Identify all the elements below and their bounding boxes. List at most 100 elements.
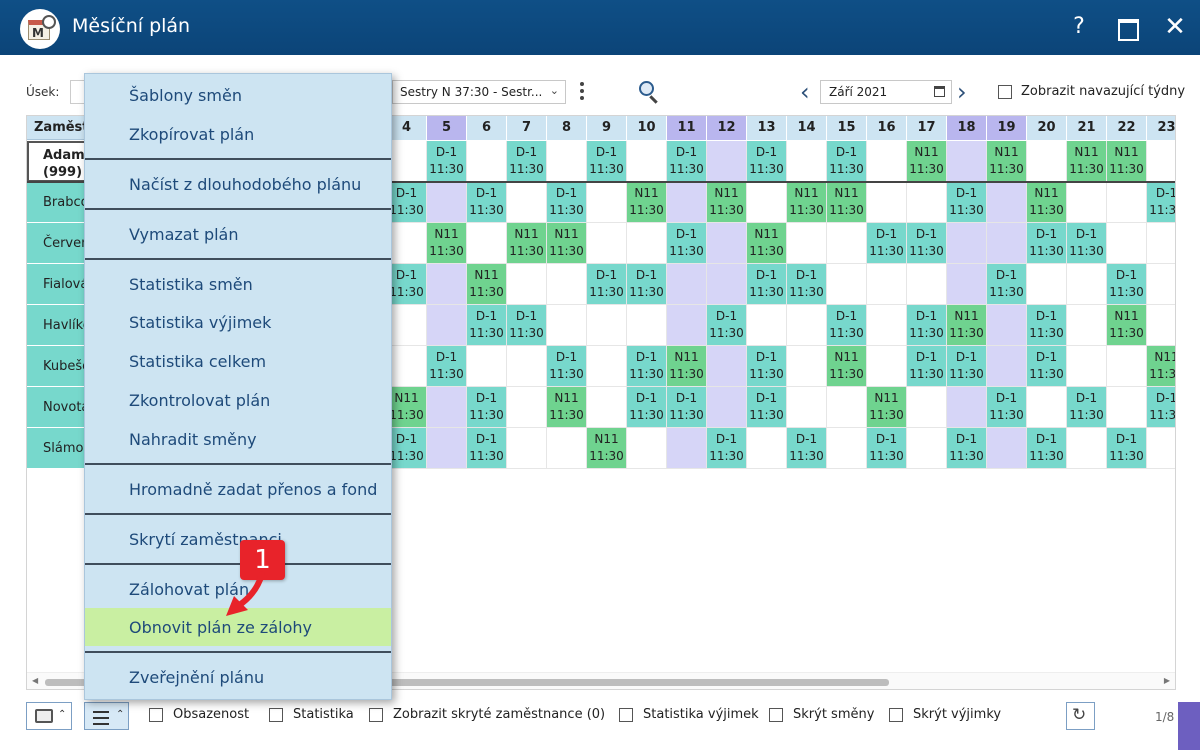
shift-cell[interactable] bbox=[427, 387, 467, 428]
day-header[interactable]: 16 bbox=[867, 116, 907, 140]
menu-item[interactable]: Obnovit plán ze zálohy bbox=[85, 608, 391, 646]
shift-cell[interactable]: N11 11:30 bbox=[987, 141, 1027, 182]
shift-cell[interactable] bbox=[547, 141, 587, 182]
shift-cell[interactable] bbox=[707, 223, 747, 264]
shift-cell[interactable] bbox=[907, 182, 947, 223]
shift-cell[interactable]: D-1 11:30 bbox=[987, 387, 1027, 428]
day-header[interactable]: 15 bbox=[827, 116, 867, 140]
shift-cell[interactable] bbox=[627, 305, 667, 346]
scrollbar-thumb[interactable] bbox=[45, 679, 889, 686]
shift-cell[interactable]: D-1 11:30 bbox=[1147, 387, 1175, 428]
day-header[interactable]: 20 bbox=[1027, 116, 1067, 140]
shift-cell[interactable] bbox=[667, 305, 707, 346]
shift-cell[interactable] bbox=[787, 223, 827, 264]
shift-cell[interactable] bbox=[1107, 182, 1147, 223]
shift-cell[interactable] bbox=[507, 264, 547, 305]
menu-item[interactable]: Zkopírovat plán bbox=[129, 125, 255, 144]
chevron-left-icon[interactable]: ‹ bbox=[800, 78, 810, 106]
shift-cell[interactable]: D-1 11:30 bbox=[947, 346, 987, 387]
day-header[interactable]: 6 bbox=[467, 116, 507, 140]
shift-cell[interactable] bbox=[507, 182, 547, 223]
side-tab[interactable] bbox=[1178, 702, 1200, 750]
shift-cell[interactable]: D-1 11:30 bbox=[907, 223, 947, 264]
shift-cell[interactable]: N11 11:30 bbox=[707, 182, 747, 223]
shift-cell[interactable]: D-1 11:30 bbox=[747, 346, 787, 387]
menu-item[interactable]: Zálohovat plán bbox=[129, 580, 250, 599]
shift-cell[interactable]: N11 11:30 bbox=[387, 387, 427, 428]
shift-cell[interactable] bbox=[667, 428, 707, 469]
shift-cell[interactable] bbox=[427, 264, 467, 305]
shift-cell[interactable]: D-1 11:30 bbox=[707, 305, 747, 346]
shift-cell[interactable]: D-1 11:30 bbox=[547, 346, 587, 387]
shift-cell[interactable]: D-1 11:30 bbox=[707, 428, 747, 469]
shift-cell[interactable]: D-1 11:30 bbox=[547, 182, 587, 223]
statistika-checkbox[interactable] bbox=[269, 708, 283, 722]
day-header[interactable]: 7 bbox=[507, 116, 547, 140]
shift-cell[interactable]: D-1 11:30 bbox=[747, 387, 787, 428]
shift-cell[interactable] bbox=[427, 428, 467, 469]
shift-cell[interactable]: N11 11:30 bbox=[587, 428, 627, 469]
day-header[interactable]: 11 bbox=[667, 116, 707, 140]
shift-cell[interactable]: N11 11:30 bbox=[827, 182, 867, 223]
day-header[interactable]: 4 bbox=[387, 116, 427, 140]
shift-cell[interactable] bbox=[627, 428, 667, 469]
shift-cell[interactable] bbox=[667, 264, 707, 305]
shift-cell[interactable]: N11 11:30 bbox=[1107, 141, 1147, 182]
shift-cell[interactable] bbox=[507, 428, 547, 469]
shift-cell[interactable]: D-1 11:30 bbox=[1027, 223, 1067, 264]
shift-cell[interactable]: N11 11:30 bbox=[907, 141, 947, 182]
shift-cell[interactable] bbox=[827, 223, 867, 264]
shift-cell[interactable] bbox=[787, 387, 827, 428]
shift-cell[interactable] bbox=[427, 182, 467, 223]
shift-cell[interactable] bbox=[947, 387, 987, 428]
shift-cell[interactable] bbox=[1027, 387, 1067, 428]
show-hidden-checkbox[interactable] bbox=[369, 708, 383, 722]
shift-cell[interactable] bbox=[667, 182, 707, 223]
day-header[interactable]: 17 bbox=[907, 116, 947, 140]
day-header[interactable]: 21 bbox=[1067, 116, 1107, 140]
shift-cell[interactable] bbox=[1107, 387, 1147, 428]
shift-cell[interactable] bbox=[947, 141, 987, 182]
shift-cell[interactable] bbox=[1067, 346, 1107, 387]
day-header[interactable]: 5 bbox=[427, 116, 467, 140]
more-options-icon[interactable] bbox=[580, 82, 588, 102]
shift-cell[interactable] bbox=[787, 141, 827, 182]
shift-cell[interactable] bbox=[427, 305, 467, 346]
hide-shifts-checkbox[interactable] bbox=[769, 708, 783, 722]
search-icon[interactable] bbox=[638, 80, 660, 104]
shift-cell[interactable] bbox=[947, 223, 987, 264]
shift-cell[interactable]: N11 11:30 bbox=[427, 223, 467, 264]
shift-cell[interactable] bbox=[587, 387, 627, 428]
shift-cell[interactable]: N11 11:30 bbox=[1147, 346, 1175, 387]
shift-cell[interactable]: D-1 11:30 bbox=[627, 346, 667, 387]
shift-cell[interactable] bbox=[1147, 305, 1175, 346]
menu-item[interactable]: Načíst z dlouhodobého plánu bbox=[129, 175, 362, 194]
shift-cell[interactable]: N11 11:30 bbox=[827, 346, 867, 387]
shift-cell[interactable] bbox=[627, 223, 667, 264]
shift-cell[interactable]: D-1 11:30 bbox=[667, 387, 707, 428]
shift-cell[interactable]: D-1 11:30 bbox=[387, 182, 427, 223]
month-picker[interactable]: Září 2021 bbox=[820, 80, 952, 104]
shift-cell[interactable] bbox=[747, 182, 787, 223]
shift-cell[interactable] bbox=[747, 305, 787, 346]
shift-cell[interactable] bbox=[547, 305, 587, 346]
shift-cell[interactable] bbox=[907, 264, 947, 305]
shift-cell[interactable]: N11 11:30 bbox=[627, 182, 667, 223]
shift-cell[interactable] bbox=[987, 305, 1027, 346]
shift-cell[interactable] bbox=[987, 346, 1027, 387]
shift-cell[interactable] bbox=[867, 141, 907, 182]
shift-cell[interactable]: D-1 11:30 bbox=[587, 141, 627, 182]
shift-cell[interactable] bbox=[587, 305, 627, 346]
shift-cell[interactable]: N11 11:30 bbox=[787, 182, 827, 223]
scroll-left-icon[interactable]: ◀ bbox=[32, 676, 39, 685]
menu-item[interactable]: Hromadně zadat přenos a fond bbox=[129, 480, 378, 499]
shift-cell[interactable] bbox=[1027, 141, 1067, 182]
shift-cell[interactable]: D-1 11:30 bbox=[867, 223, 907, 264]
shift-cell[interactable] bbox=[1067, 182, 1107, 223]
shift-cell[interactable]: D-1 11:30 bbox=[387, 264, 427, 305]
shift-cell[interactable] bbox=[587, 346, 627, 387]
shift-cell[interactable] bbox=[947, 264, 987, 305]
shift-cell[interactable] bbox=[1147, 428, 1175, 469]
shift-cell[interactable] bbox=[787, 346, 827, 387]
menu-item[interactable]: Vymazat plán bbox=[129, 225, 239, 244]
